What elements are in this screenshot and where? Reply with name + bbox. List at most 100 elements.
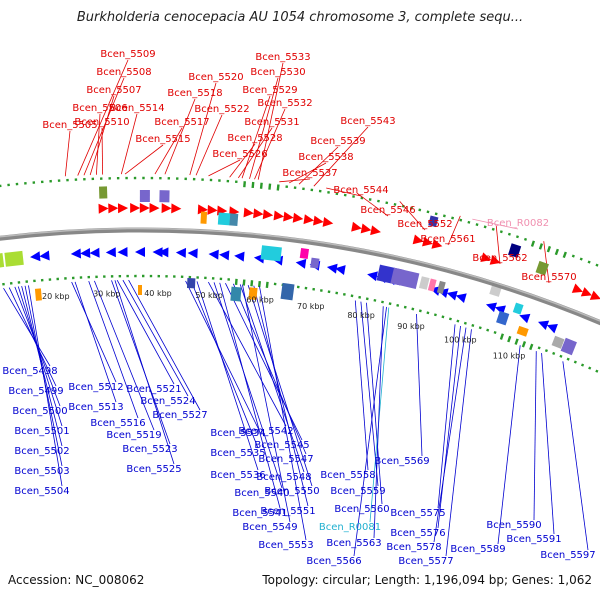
- leader-line: [114, 280, 175, 465]
- outer-dot: [57, 179, 61, 182]
- feature-box: [200, 211, 208, 224]
- leader-line: [241, 95, 271, 179]
- reverse-gene-arrow: [135, 247, 145, 257]
- leader-line: [185, 280, 259, 429]
- gene-label-bottom: Bcen_5589: [450, 544, 505, 555]
- scale-tick-label: 20 kbp: [42, 292, 70, 301]
- outer-dot: [310, 188, 314, 192]
- gene-label-bottom: Bcen_5551: [260, 506, 315, 517]
- outer-dot: [133, 176, 137, 180]
- gene-label-top: Bcen_5552: [397, 219, 452, 230]
- inner-dot: [40, 278, 44, 282]
- leader-line: [190, 281, 259, 449]
- outer-dot: [467, 220, 471, 224]
- outer-dot: [475, 223, 479, 227]
- gene-label-bottom: Bcen_5549: [242, 522, 297, 533]
- forward-gene-arrow: [171, 203, 182, 214]
- leader-line: [88, 281, 139, 419]
- inner-dot: [529, 343, 534, 351]
- gene-label-bottom: Bcen_5553: [258, 540, 313, 551]
- chromosome-backbone: [0, 227, 600, 326]
- leader-line: [74, 281, 117, 403]
- outer-dot: [318, 189, 322, 193]
- inner-dot: [486, 328, 490, 332]
- inner-dot: [257, 280, 261, 288]
- inner-dot: [9, 281, 13, 285]
- outer-dot: [418, 208, 422, 212]
- gene-label-bottom: Bcen_5545: [254, 440, 309, 451]
- leader-line: [213, 282, 283, 489]
- forward-gene-arrow: [571, 283, 583, 293]
- outer-dot: [393, 203, 397, 206]
- gene-label-bottom: Bcen_5558: [320, 470, 375, 481]
- inner-dot: [95, 275, 98, 279]
- outer-dot: [74, 178, 78, 181]
- outer-dot: [268, 183, 272, 190]
- gene-label-top: Bcen_R0082: [487, 218, 549, 229]
- leader-line: [122, 279, 189, 397]
- outer-dot: [401, 204, 405, 208]
- gene-label-bottom: Bcen_5591: [506, 534, 561, 545]
- outer-dot: [218, 179, 221, 182]
- inner-dot: [134, 274, 137, 278]
- inner-dot: [559, 354, 563, 358]
- outer-dot: [491, 227, 495, 231]
- feature-box: [310, 257, 320, 269]
- inner-dot: [552, 351, 556, 355]
- inner-dot: [296, 285, 300, 289]
- outer-dot: [562, 251, 567, 259]
- gene-label-top: Bcen_5546: [360, 205, 415, 216]
- outer-dot: [91, 177, 95, 181]
- reverse-gene-arrow: [326, 263, 338, 274]
- reverse-gene-arrow: [152, 247, 163, 258]
- leader-line: [356, 192, 389, 217]
- inner-dot: [173, 275, 176, 278]
- reverse-gene-arrow: [446, 290, 458, 301]
- inner-dot: [211, 277, 215, 280]
- backbone-highlight: [0, 227, 600, 322]
- leader-line: [313, 126, 369, 187]
- reverse-gene-arrow: [30, 251, 41, 262]
- gene-label-top: Bcen_5517: [154, 117, 209, 128]
- feature-box: [0, 253, 5, 270]
- gene-label-top: Bcen_5532: [257, 98, 312, 109]
- outer-dot: [15, 182, 19, 186]
- forward-gene-arrow: [303, 214, 315, 225]
- gene-label-top: Bcen_5543: [340, 116, 395, 127]
- gene-label-top: Bcen_5508: [96, 67, 151, 78]
- inner-dot: [180, 275, 184, 279]
- leader-line: [94, 280, 155, 431]
- inner-dot: [64, 277, 67, 280]
- reverse-gene-arrow: [158, 247, 169, 258]
- gene-label-bottom: Bcen_5548: [256, 472, 311, 483]
- reverse-gene-arrow: [175, 247, 187, 258]
- leader-line: [472, 218, 519, 230]
- forward-gene-arrow: [422, 236, 433, 247]
- outer-dot: [243, 181, 246, 188]
- inner-dot: [48, 278, 52, 281]
- leader-line: [64, 130, 71, 177]
- leader-line: [541, 353, 555, 535]
- leader-line: [164, 98, 196, 175]
- gene-label-bottom: Bcen_5524: [140, 396, 195, 407]
- outer-dot: [579, 257, 583, 261]
- feature-box: [159, 190, 170, 203]
- outer-dot: [125, 176, 128, 180]
- outer-dot: [201, 178, 204, 181]
- scale-tick-label: 80 kbp: [347, 311, 375, 320]
- inner-dot: [327, 290, 331, 294]
- outer-dot: [459, 218, 463, 222]
- outer-dot: [0, 184, 2, 188]
- gene-label-top: Bcen_5515: [135, 134, 190, 145]
- inner-dot: [580, 363, 585, 367]
- feature-box: [138, 285, 142, 295]
- outer-dot: [352, 195, 355, 198]
- feature-box: [560, 337, 577, 356]
- gene-label-bottom: Bcen_5560: [334, 504, 389, 515]
- outer-dot: [554, 248, 560, 256]
- gene-label-top: Bcen_5509: [100, 49, 155, 60]
- scale-tick-label: 110 kbp: [493, 351, 526, 360]
- inner-dot: [157, 274, 160, 278]
- leader-line: [369, 307, 390, 523]
- outer-dot: [293, 186, 297, 190]
